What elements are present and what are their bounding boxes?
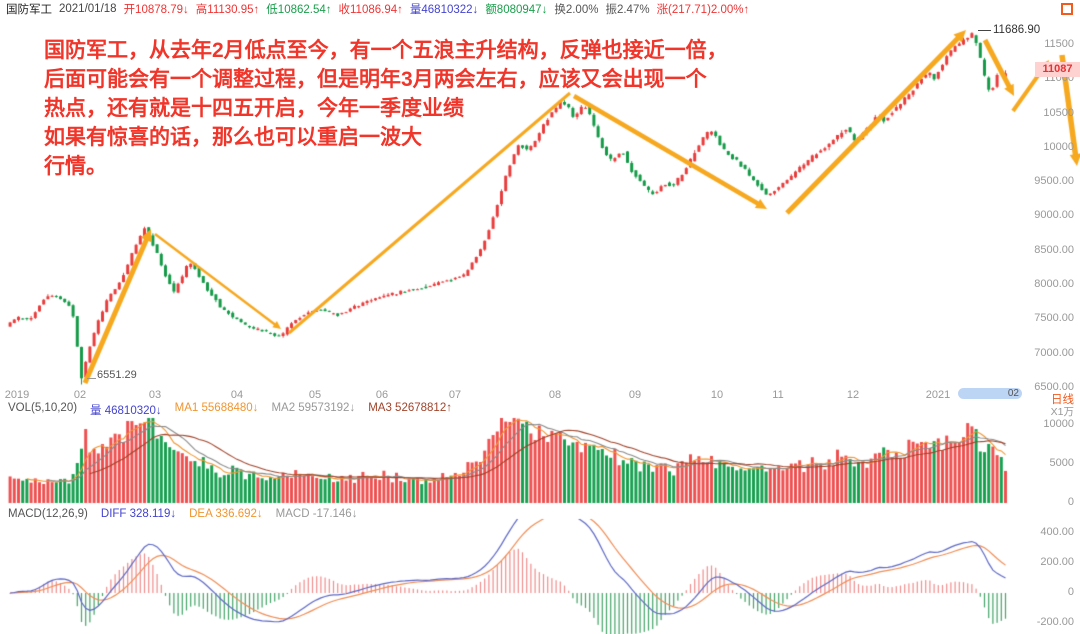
turnover-value: 换2.00% [554, 4, 599, 16]
scrollbar-label: 02 [1007, 388, 1019, 399]
annotation-line: 国防军工，从去年2月低点至今，有一个五浪主升结构，反弹也接近一倍， [44, 39, 728, 62]
amplitude-value: 振2.47% [605, 4, 650, 16]
vol-indicator-label: VOL(5,10,20) [8, 402, 78, 414]
macd-value: MACD -17.146↓ [275, 508, 358, 520]
vol-current-value: 量 46810320↓ [90, 405, 162, 417]
open-value: 开10878.79↓ [123, 4, 189, 16]
period-selector[interactable]: 日线 [1051, 394, 1074, 406]
macd-indicator-bar: MACD(12,26,9) DIFF 328.119↓ DEA 336.692↓… [8, 508, 357, 520]
trade-date: 2021/01/18 [59, 3, 117, 15]
macd-indicator-label: MACD(12,26,9) [8, 508, 88, 520]
peak-price-label: 11686.90 [993, 24, 1041, 36]
maximize-icon[interactable] [1061, 3, 1073, 15]
annotation-line: 后面可能会有一个调整过程，但是明年3月两会左右，应该又会出现一个 [44, 68, 707, 91]
annotation-line: 热点，还有就是十四五开启，今年一季度业绩 [44, 97, 464, 120]
chart-scrollbar-thumb[interactable]: 02 [958, 388, 1022, 399]
current-price-badge: 11087 [1035, 62, 1080, 77]
volume-indicator-bar: VOL(5,10,20) 量 46810320↓ MA1 55688480↓ M… [8, 402, 452, 418]
low-value: 低10862.54↑ [266, 4, 332, 16]
high-value: 高11130.95↑ [195, 4, 260, 16]
macd-dea-value: DEA 336.692↓ [189, 508, 263, 520]
vol-ma1-value: MA1 55688480↓ [174, 402, 259, 414]
vol-ma2-value: MA2 59573192↓ [271, 402, 356, 414]
symbol-name: 国防军工 [6, 4, 52, 16]
annotation-line: 行情。 [44, 155, 107, 178]
stock-info-bar: 国防军工 2021/01/18 开10878.79↓ 高11130.95↑ 低1… [6, 1, 749, 17]
amount-value: 额8080947↓ [485, 4, 548, 16]
macd-diff-value: DIFF 328.119↓ [100, 508, 177, 520]
vol-ma3-value: MA3 52678812↑ [368, 402, 452, 414]
change-value: 涨(217.71)2.00%↑ [656, 4, 750, 16]
volume-value: 量46810322↓ [409, 4, 479, 16]
peak-marker-line [978, 30, 991, 31]
low-marker-line [87, 378, 96, 379]
close-value: 收11086.94↑ [338, 4, 403, 16]
low-price-label: 6551.29 [97, 369, 137, 381]
volume-unit-label: X1万 [1050, 406, 1074, 418]
annotation-line: 如果有惊喜的话，那么也可以重启一波大 [44, 126, 422, 149]
analyst-annotation: 国防军工，从去年2月低点至今，有一个五浪主升结构，反弹也接近一倍， 后面可能会有… [44, 36, 728, 181]
